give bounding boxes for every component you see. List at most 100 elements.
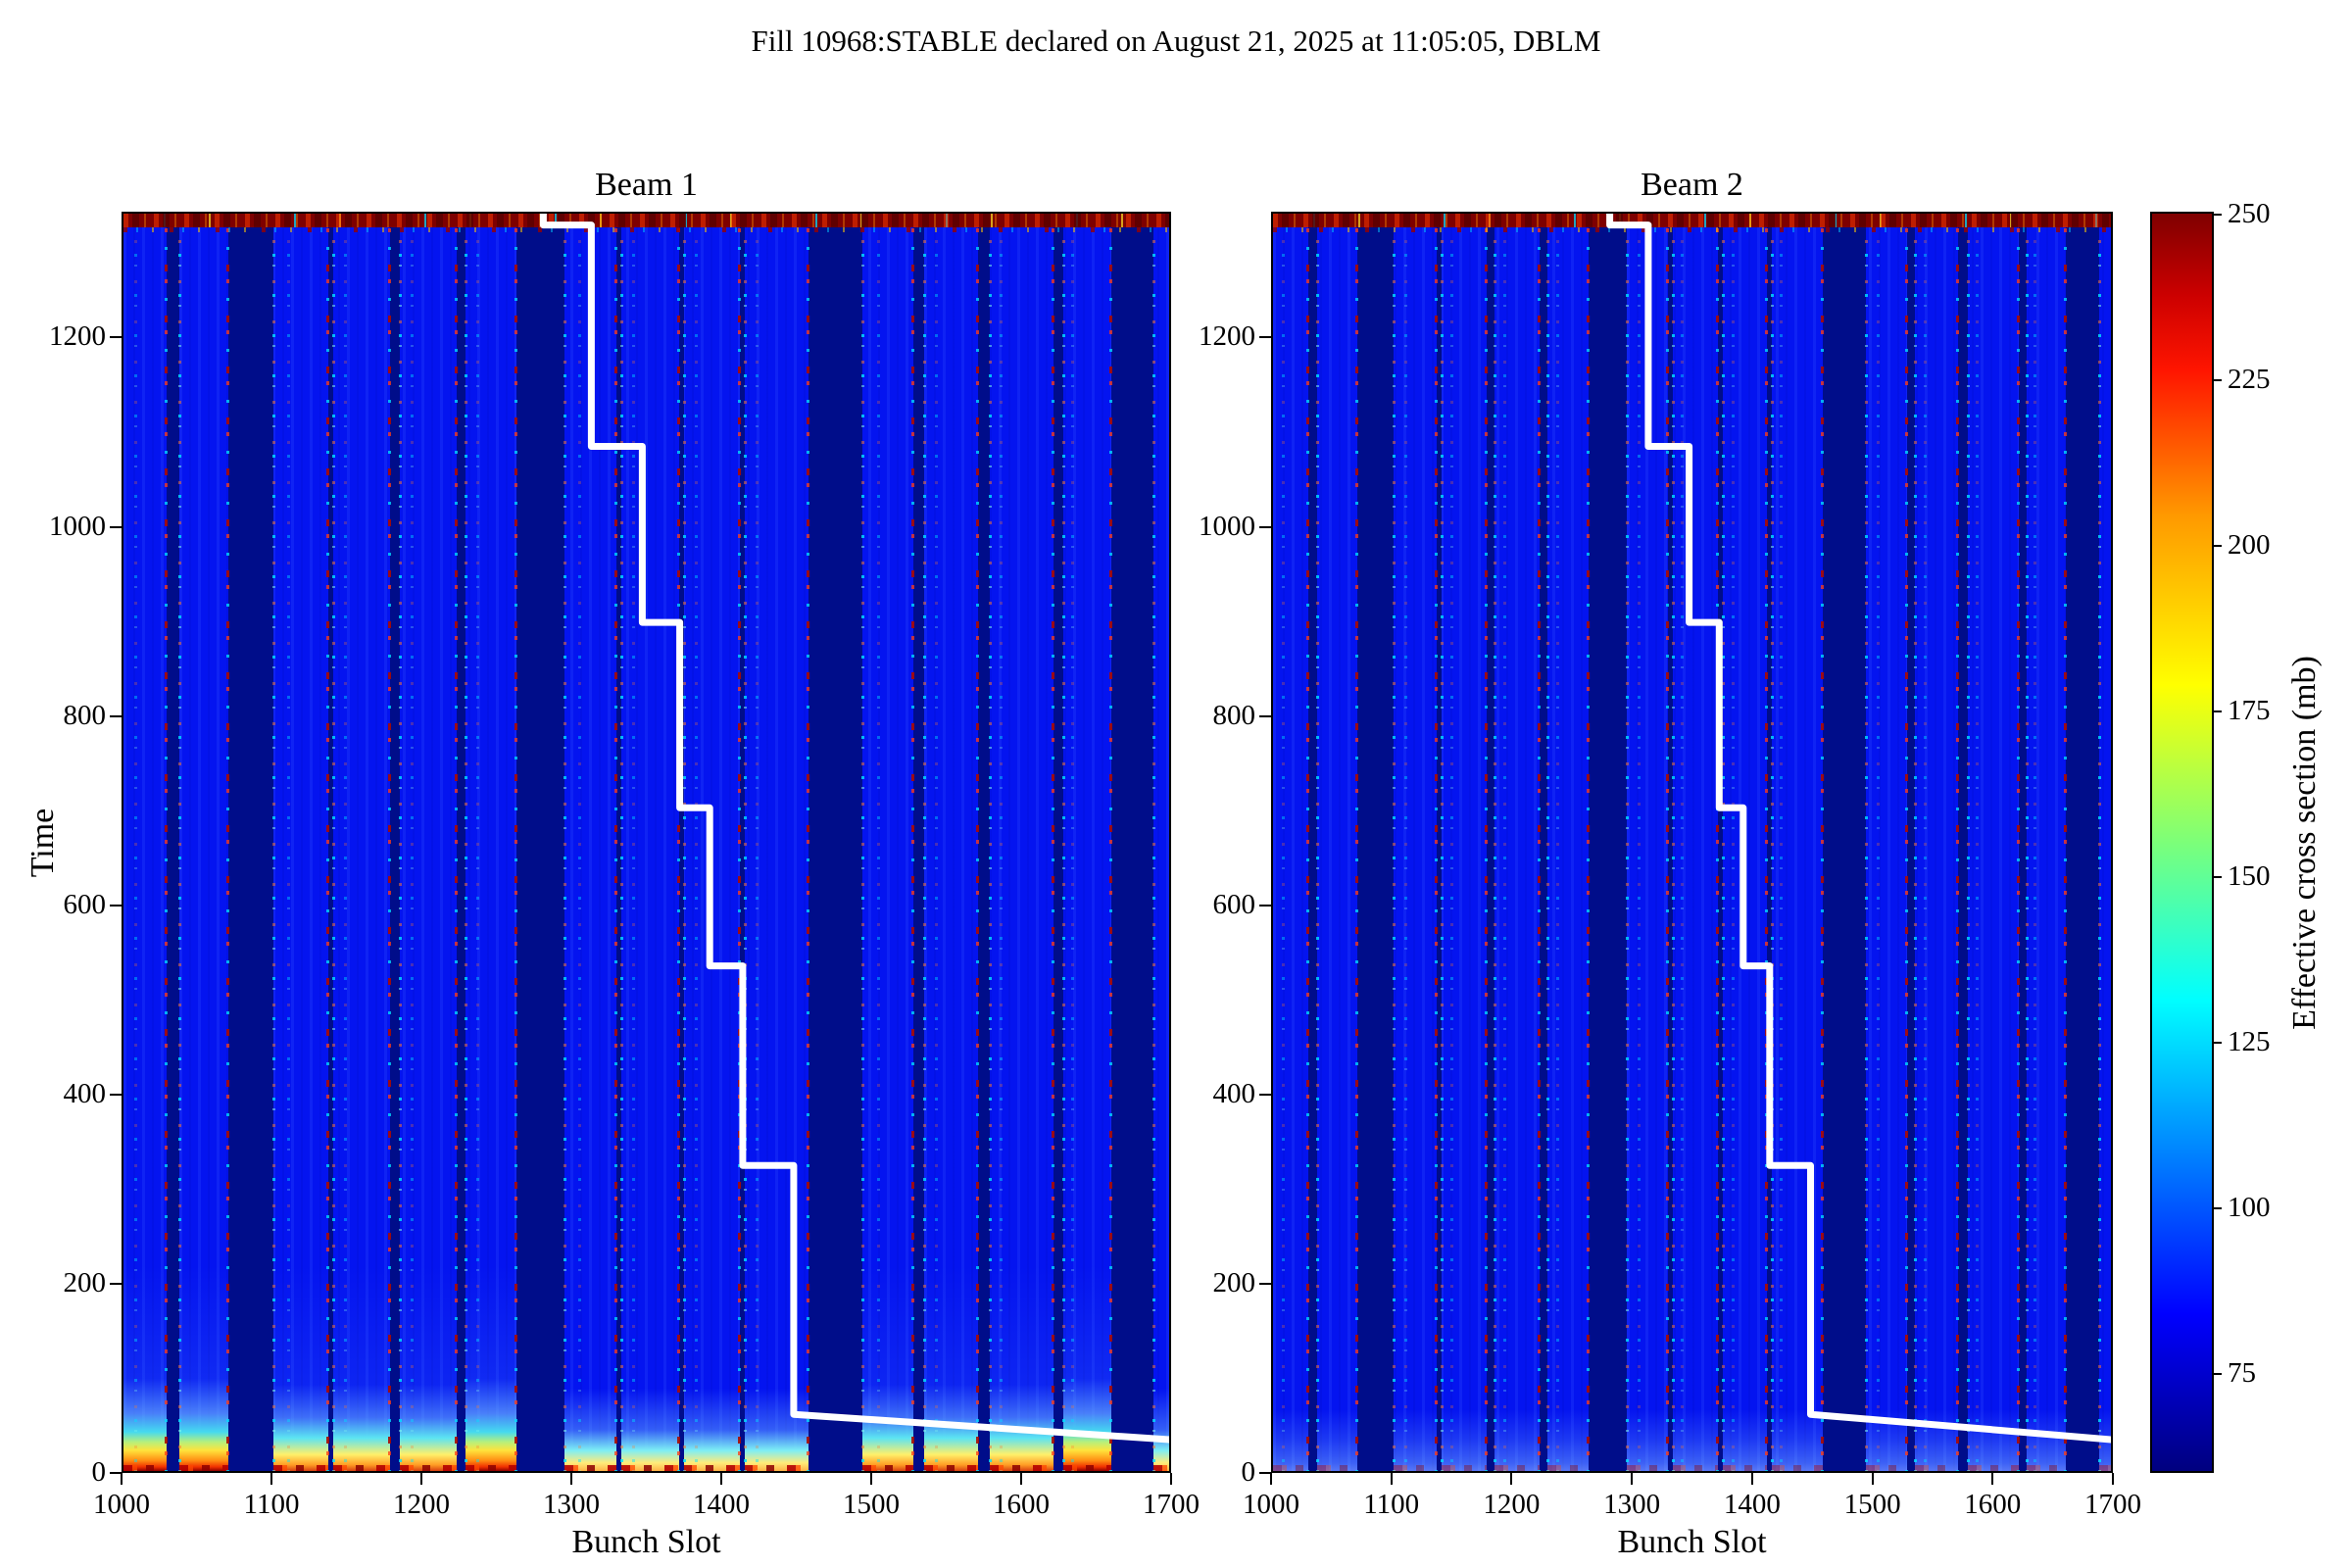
y-tick xyxy=(1259,1282,1271,1285)
intra-train-hairline xyxy=(1638,214,1642,1471)
train-gap xyxy=(1487,214,1494,1471)
gap-edge-speckle xyxy=(464,214,467,1471)
colorbar-tick xyxy=(2214,1041,2222,1044)
gap-edge-speckle xyxy=(1914,214,1918,1471)
x-tick-label: 1400 xyxy=(693,1489,750,1520)
intra-train-hairline xyxy=(476,214,480,1471)
train-gap xyxy=(1111,214,1154,1471)
gap-edge-speckle xyxy=(1820,214,1824,1471)
train-gap xyxy=(515,214,564,1471)
gap-edge-speckle xyxy=(1441,214,1445,1471)
intra-train-hairline xyxy=(1000,214,1004,1471)
y-tick-label: 200 xyxy=(63,1266,107,1298)
y-tick-label: 0 xyxy=(1241,1455,1256,1488)
gap-edge-speckle xyxy=(620,214,624,1471)
train-gap xyxy=(1588,214,1627,1471)
colorbar-tick xyxy=(2214,875,2222,878)
x-tick-label: 1300 xyxy=(1603,1489,1661,1520)
intra-train-hairline xyxy=(632,214,636,1471)
train-gap xyxy=(390,214,400,1471)
saturated-top-strip xyxy=(1273,214,2111,227)
x-axis-label-beam1: Bunch Slot xyxy=(571,1524,721,1560)
x-tick xyxy=(1020,1473,1022,1485)
y-tick xyxy=(110,525,122,528)
y-tick-label: 1000 xyxy=(49,510,106,542)
gap-edge-speckle xyxy=(1152,214,1156,1471)
x-tick xyxy=(2112,1473,2114,1485)
y-tick-label: 1200 xyxy=(1199,320,1255,353)
gap-edge-speckle xyxy=(743,214,747,1471)
x-tick-label: 1600 xyxy=(1964,1489,2022,1520)
train-hot-band xyxy=(862,1265,914,1471)
colorbar-label: Effective cross section (mb) xyxy=(2286,655,2323,1030)
x-tick-label: 1400 xyxy=(1723,1489,1781,1520)
y-tick-label: 1000 xyxy=(1199,510,1255,542)
x-tick-label: 1100 xyxy=(243,1489,300,1520)
train-hot-band xyxy=(1494,1265,1541,1471)
train-hot-band xyxy=(178,1265,229,1471)
gap-edge-speckle xyxy=(676,214,680,1471)
intra-train-hairline xyxy=(1449,214,1453,1471)
y-tick xyxy=(1259,336,1271,339)
train-gap xyxy=(1540,214,1547,1471)
gap-edge-speckle xyxy=(976,214,980,1471)
gap-edge-speckle xyxy=(1904,214,1908,1471)
gap-edge-speckle xyxy=(2063,214,2067,1471)
x-tick xyxy=(1170,1473,1172,1485)
y-tick xyxy=(110,336,122,339)
gap-edge-speckle xyxy=(861,214,865,1471)
y-tick xyxy=(110,714,122,717)
x-tick-label: 1200 xyxy=(1483,1489,1541,1520)
gap-edge-speckle xyxy=(272,214,275,1471)
gap-edge-speckle xyxy=(1305,214,1309,1471)
gap-edge-speckle xyxy=(1051,214,1054,1471)
intra-train-hairline xyxy=(1924,214,1928,1471)
y-tick-label: 400 xyxy=(1212,1077,1256,1109)
y-tick xyxy=(1259,1472,1271,1474)
x-tick xyxy=(570,1473,572,1485)
x-tick-label: 1200 xyxy=(393,1489,450,1520)
train-gap xyxy=(1822,214,1866,1471)
x-tick xyxy=(870,1473,872,1485)
top-noise-row xyxy=(123,227,1169,232)
gap-edge-speckle xyxy=(1864,214,1868,1471)
figure-title: Fill 10968:STABLE declared on August 21,… xyxy=(751,24,1601,58)
train-gap xyxy=(228,214,273,1471)
heatmap-beam1 xyxy=(122,212,1171,1473)
gap-edge-speckle xyxy=(1493,214,1496,1471)
panel-title-beam2: Beam 2 xyxy=(1641,167,1743,203)
train-hot-band xyxy=(399,1265,457,1471)
gap-edge-speckle xyxy=(807,214,810,1471)
x-tick-label: 1000 xyxy=(93,1489,150,1520)
x-tick-label: 1500 xyxy=(1843,1489,1901,1520)
intra-train-hairline xyxy=(1502,214,1506,1471)
intra-train-hairline xyxy=(578,214,582,1471)
y-tick-label: 600 xyxy=(1212,888,1256,920)
gap-edge-speckle xyxy=(226,214,230,1471)
colorbar-tick-label: 250 xyxy=(2228,198,2271,230)
gap-edge-speckle xyxy=(989,214,993,1471)
y-tick-label: 600 xyxy=(63,888,107,920)
colorbar-tick-label: 200 xyxy=(2228,529,2271,562)
x-tick xyxy=(1631,1473,1634,1485)
gap-edge-speckle xyxy=(614,214,618,1471)
colorbar-tick-label: 100 xyxy=(2228,1191,2271,1223)
train-hot-band xyxy=(123,1265,168,1471)
intra-train-hairline xyxy=(695,214,699,1471)
train-hot-band xyxy=(682,1265,740,1471)
gap-edge-speckle xyxy=(1586,214,1590,1471)
train-hot-band xyxy=(2099,1265,2111,1471)
colorbar-tick xyxy=(2214,214,2222,217)
y-tick xyxy=(1259,904,1271,906)
train-hot-band xyxy=(1672,1265,1720,1471)
gap-edge-speckle xyxy=(165,214,169,1471)
y-axis-label: Time xyxy=(24,808,61,877)
x-tick xyxy=(1871,1473,1874,1485)
train-gap xyxy=(456,214,466,1471)
train-gap xyxy=(328,214,334,1471)
gap-edge-speckle xyxy=(1721,214,1725,1471)
intra-train-hairline xyxy=(344,214,348,1471)
top-noise-row xyxy=(1273,227,2111,232)
intra-train-hairline xyxy=(410,214,414,1471)
colorbar-tick xyxy=(2214,545,2222,548)
